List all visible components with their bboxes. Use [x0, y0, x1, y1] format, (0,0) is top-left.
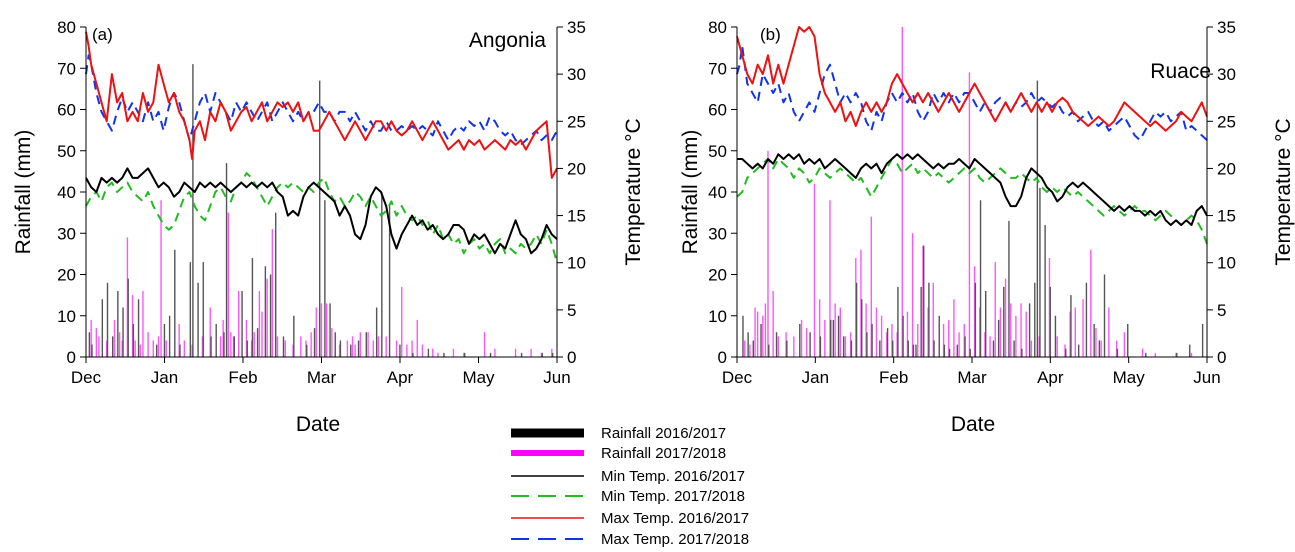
max-temp-2016-2017-line	[85, 31, 558, 179]
x-tick-label: Mar	[957, 368, 987, 387]
y-right-tick-label: 20	[1217, 159, 1236, 178]
x-tick-label: Jan	[151, 368, 178, 387]
y-right-tick-label: 25	[1217, 112, 1236, 131]
y-right-tick-label: 30	[1217, 65, 1236, 84]
x-axis-label: Date	[951, 413, 995, 436]
legend-item-rain-2016-2017: Rainfall 2016/2017	[511, 425, 726, 442]
x-tick-label: Jan	[802, 368, 829, 387]
y-right-label: Temperature °C	[1272, 118, 1295, 265]
y-left-label: Rainfall (mm)	[12, 130, 35, 255]
y-left-label: Rainfall (mm)	[679, 130, 702, 255]
y-left-tick-label: 30	[708, 224, 727, 243]
y-right-tick-label: 0	[1217, 348, 1226, 367]
x-tick-label: Feb	[228, 368, 257, 387]
legend-label: Rainfall 2016/2017	[601, 425, 726, 442]
y-left-tick-label: 70	[708, 59, 727, 78]
y-right-tick-label: 5	[567, 301, 576, 320]
x-tick-label: May	[462, 368, 495, 387]
y-left-tick-label: 0	[67, 348, 76, 367]
site-title: Angonia	[469, 29, 546, 52]
y-left-tick-label: 0	[718, 348, 727, 367]
y-right-tick-label: 20	[567, 159, 586, 178]
legend-item-max-temp-2016-2017: Max Temp. 2016/2017	[511, 510, 749, 527]
legend-item-min-temp-2017-2018: Min Temp. 2017/2018	[511, 488, 745, 505]
y-left-tick-label: 60	[708, 101, 727, 120]
y-left-tick-label: 40	[57, 183, 76, 202]
legend-label: Rainfall 2017/2018	[601, 445, 726, 462]
y-right-tick-label: 35	[1217, 18, 1236, 37]
y-left-tick-label: 20	[708, 266, 727, 285]
y-left-tick-label: 80	[57, 18, 76, 37]
y-right-tick-label: 10	[567, 254, 586, 273]
site-title: Ruace	[1150, 60, 1211, 83]
y-right-tick-label: 5	[1217, 301, 1226, 320]
x-tick-label: May	[1113, 368, 1146, 387]
y-right-label: Temperature °C	[622, 118, 645, 265]
max-temp-2016-2017-line	[736, 26, 1208, 132]
legend-item-rain-2017-2018: Rainfall 2017/2018	[511, 445, 726, 462]
legend-label: Min Temp. 2016/2017	[601, 468, 745, 485]
min-temp-2016-2017-line	[737, 153, 1208, 226]
x-tick-label: Jun	[1193, 368, 1220, 387]
y-right-tick-label: 25	[567, 112, 586, 131]
y-right-tick-label: 0	[567, 348, 576, 367]
y-right-tick-label: 15	[567, 207, 586, 226]
y-left-tick-label: 50	[708, 142, 727, 161]
panel-label: (a)	[92, 25, 113, 44]
y-left-tick-label: 70	[57, 59, 76, 78]
panel-label: (b)	[760, 25, 781, 44]
y-left-tick-label: 60	[57, 101, 76, 120]
y-left-tick-label: 30	[57, 224, 76, 243]
x-tick-label: Apr	[387, 368, 414, 387]
x-tick-label: Feb	[879, 368, 908, 387]
x-tick-label: Jun	[543, 368, 570, 387]
min-temp-2017-2018-line	[736, 158, 1208, 245]
legend-label: Max Temp. 2017/2018	[601, 531, 749, 548]
legend: Rainfall 2016/2017 Rainfall 2017/2018 Mi…	[511, 425, 749, 548]
y-right-tick-label: 35	[567, 18, 586, 37]
y-left-tick-label: 20	[57, 266, 76, 285]
min-temp-2017-2018-line	[85, 172, 558, 263]
max-temp-2017-2018-line	[736, 44, 1208, 142]
legend-item-max-temp-2017-2018: Max Temp. 2017/2018	[511, 531, 749, 548]
max-temp-2017-2018-line	[85, 54, 558, 146]
y-left-tick-label: 50	[57, 142, 76, 161]
y-left-tick-label: 80	[708, 18, 727, 37]
panel-b-ruace: 0 10 20 30 40 50 60 70 80 0 5 10 15 20 25 30 35 Dec Jan Feb…	[679, 18, 1295, 436]
legend-label: Max Temp. 2016/2017	[601, 510, 749, 527]
x-tick-label: Dec	[722, 368, 753, 387]
x-axis-label: Date	[296, 413, 340, 436]
panel-a-angonia: 0 10 20 30 40 50 60 70 80 0 5 10 15 20 25 30 35 Dec Jan Feb…	[12, 18, 645, 436]
y-left-tick-label: 10	[57, 307, 76, 326]
y-right-tick-label: 30	[567, 65, 586, 84]
x-tick-label: Mar	[307, 368, 337, 387]
y-left-tick-label: 40	[708, 183, 727, 202]
y-right-tick-label: 10	[1217, 254, 1236, 273]
y-right-tick-label: 15	[1217, 207, 1236, 226]
legend-label: Min Temp. 2017/2018	[601, 488, 745, 505]
x-tick-label: Apr	[1037, 368, 1064, 387]
x-tick-label: Dec	[71, 368, 102, 387]
min-temp-2016-2017-line	[85, 167, 558, 255]
y-left-tick-label: 10	[708, 307, 727, 326]
legend-item-min-temp-2016-2017: Min Temp. 2016/2017	[511, 468, 745, 485]
